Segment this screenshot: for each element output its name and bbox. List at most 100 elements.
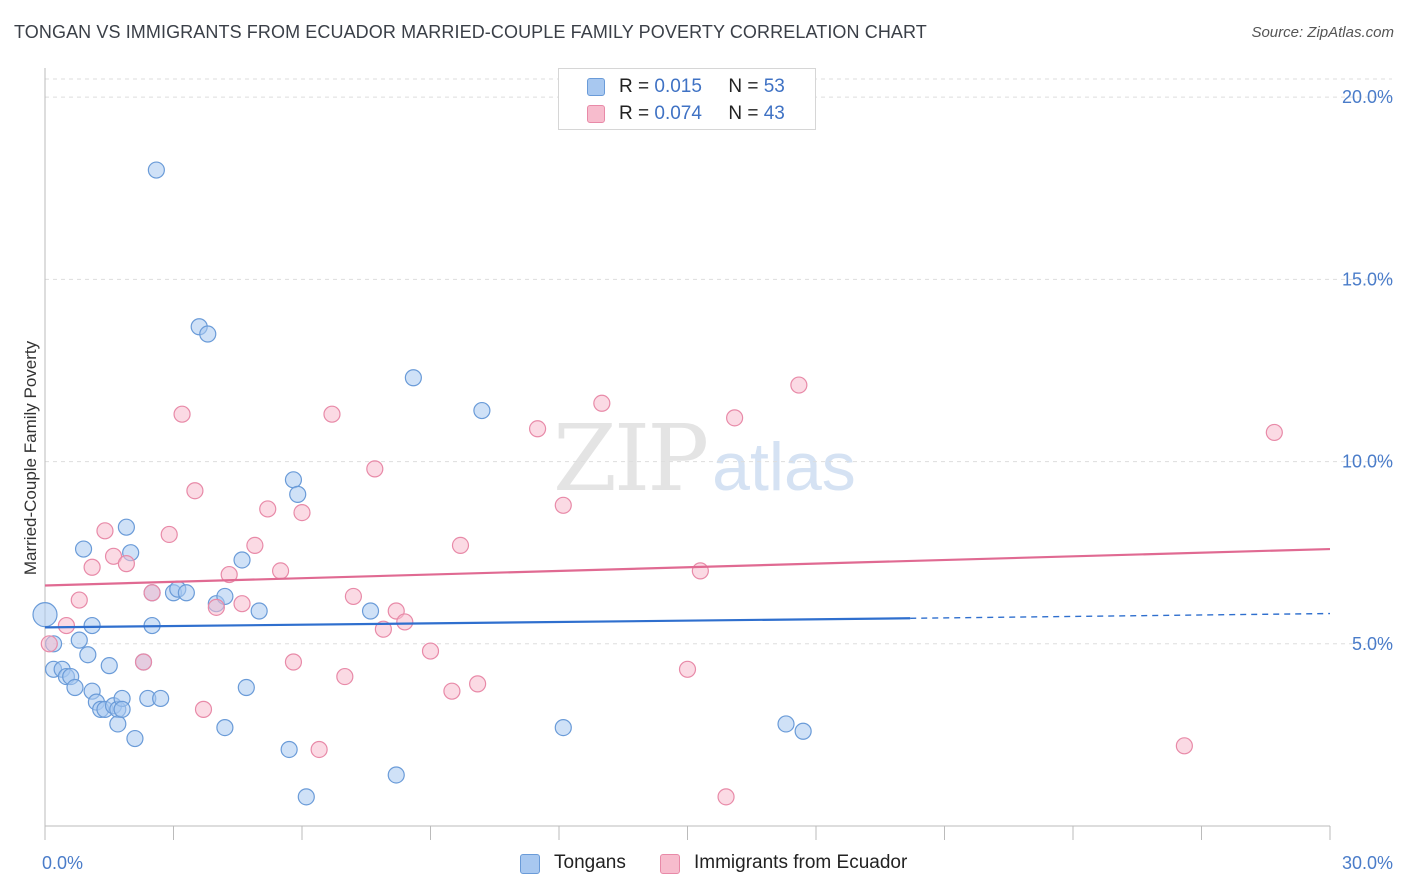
tongans-point xyxy=(152,689,170,708)
tongans-point xyxy=(280,740,298,759)
ecuador-point xyxy=(143,584,161,602)
tongans-point xyxy=(177,584,195,602)
ecuador-point xyxy=(271,562,290,580)
ecuador-point xyxy=(1175,737,1193,755)
ecuador-legend-swatch xyxy=(660,854,680,874)
tongans-point xyxy=(83,616,101,635)
tongans-point xyxy=(147,161,165,179)
ecuador-point xyxy=(443,682,461,700)
tongans-trend-extension xyxy=(910,612,1331,619)
ecuador-point xyxy=(678,660,697,678)
ecuador-point xyxy=(134,653,153,671)
tongans-point xyxy=(100,657,118,675)
n-label: N = xyxy=(728,103,759,124)
y-tick-label: 10.0% xyxy=(1342,452,1393,472)
tongans-point xyxy=(126,729,144,748)
ecuador-point xyxy=(451,536,470,554)
ecuador-point xyxy=(233,595,251,613)
y-tick-label: 15.0% xyxy=(1342,269,1393,289)
ecuador-point xyxy=(83,558,101,576)
chart-title: TONGAN VS IMMIGRANTS FROM ECUADOR MARRIE… xyxy=(14,22,927,42)
tongans-point xyxy=(250,602,268,620)
ecuador-point xyxy=(104,547,123,565)
tongans-point xyxy=(66,678,84,697)
ecuador-point xyxy=(259,500,277,518)
tongans-point xyxy=(387,766,405,784)
ecuador-trend-line xyxy=(44,547,1331,587)
legend-row-tongans-text: R = 0.015 N = 53 xyxy=(619,76,785,98)
tongans-point xyxy=(199,325,217,343)
tongans-point xyxy=(79,646,97,664)
ecuador-point xyxy=(173,405,191,423)
ecuador-point xyxy=(186,482,204,500)
ecuador-point xyxy=(691,562,709,580)
ecuador-point xyxy=(374,620,392,638)
tongans-point xyxy=(289,485,307,503)
n-value: 43 xyxy=(763,103,785,124)
watermark-zip: ZIP xyxy=(553,405,709,512)
tongans-swatch xyxy=(587,78,605,96)
tongans-point xyxy=(233,551,251,569)
tongans-point xyxy=(404,369,422,387)
ecuador-point xyxy=(790,376,808,394)
tongans-point xyxy=(109,715,127,733)
ecuador-point xyxy=(194,700,213,718)
r-label: R = xyxy=(619,103,650,124)
ecuador-swatch xyxy=(587,105,605,123)
ecuador-legend-label: Immigrants from Ecuador xyxy=(694,852,908,873)
tongans-point xyxy=(794,722,812,740)
x-tick-label: 30.0% xyxy=(1342,853,1393,873)
ecuador-point xyxy=(70,591,88,609)
correlation-legend: R = 0.015 N = 53 R = 0.074 N = 43 xyxy=(558,68,816,130)
r-value: 0.015 xyxy=(654,76,702,97)
tongans-legend-swatch xyxy=(520,854,540,874)
n-value: 53 xyxy=(763,76,785,97)
ecuador-point xyxy=(469,675,487,693)
ecuador-point xyxy=(160,525,178,544)
ecuador-point xyxy=(726,409,744,427)
x-tick-label: 0.0% xyxy=(42,853,83,873)
ecuador-point xyxy=(717,788,735,806)
ecuador-point xyxy=(323,405,341,423)
trend-lines xyxy=(44,547,1331,629)
ecuador-point xyxy=(366,460,384,478)
tick-labels: 5.0% 10.0% 15.0% 20.0% 0.0% 30.0% xyxy=(42,87,1393,873)
r-value: 0.074 xyxy=(654,103,702,124)
ecuador-point xyxy=(246,536,264,554)
tongans-point xyxy=(74,540,93,558)
tongans-point xyxy=(113,700,131,718)
ecuador-point xyxy=(117,555,135,573)
watermark-atlas: atlas xyxy=(712,429,856,505)
y-tick-label: 20.0% xyxy=(1342,87,1393,107)
tongans-point xyxy=(361,602,380,620)
ecuador-point xyxy=(344,587,362,606)
y-tick-label: 5.0% xyxy=(1352,634,1393,654)
ecuador-point xyxy=(293,503,311,522)
ecuador-point xyxy=(593,394,611,412)
data-points xyxy=(32,161,1283,806)
tongans-point xyxy=(216,719,234,737)
tongans-point xyxy=(297,788,315,806)
tongans-point xyxy=(70,631,88,649)
tongans-legend-label: Tongans xyxy=(554,852,626,873)
ecuador-point xyxy=(336,667,354,686)
tongans-point xyxy=(32,602,58,628)
ecuador-point xyxy=(554,496,572,514)
tongans-trend-line xyxy=(44,617,911,629)
legend-row-ecuador-text: R = 0.074 N = 43 xyxy=(619,103,785,125)
ecuador-point xyxy=(220,565,238,584)
ecuador-point xyxy=(57,616,76,635)
tongans-point xyxy=(777,715,795,733)
ecuador-point xyxy=(528,420,547,438)
ecuador-point xyxy=(396,613,414,631)
source-label: Source: ZipAtlas.com xyxy=(1251,24,1394,41)
tongans-point xyxy=(554,719,572,737)
r-label: R = xyxy=(619,76,650,97)
ecuador-point xyxy=(284,653,303,671)
ecuador-point xyxy=(310,740,328,759)
tongans-point xyxy=(117,518,135,536)
ecuador-point xyxy=(421,642,440,660)
tongans-point xyxy=(284,471,303,489)
tongans-point xyxy=(473,401,491,420)
